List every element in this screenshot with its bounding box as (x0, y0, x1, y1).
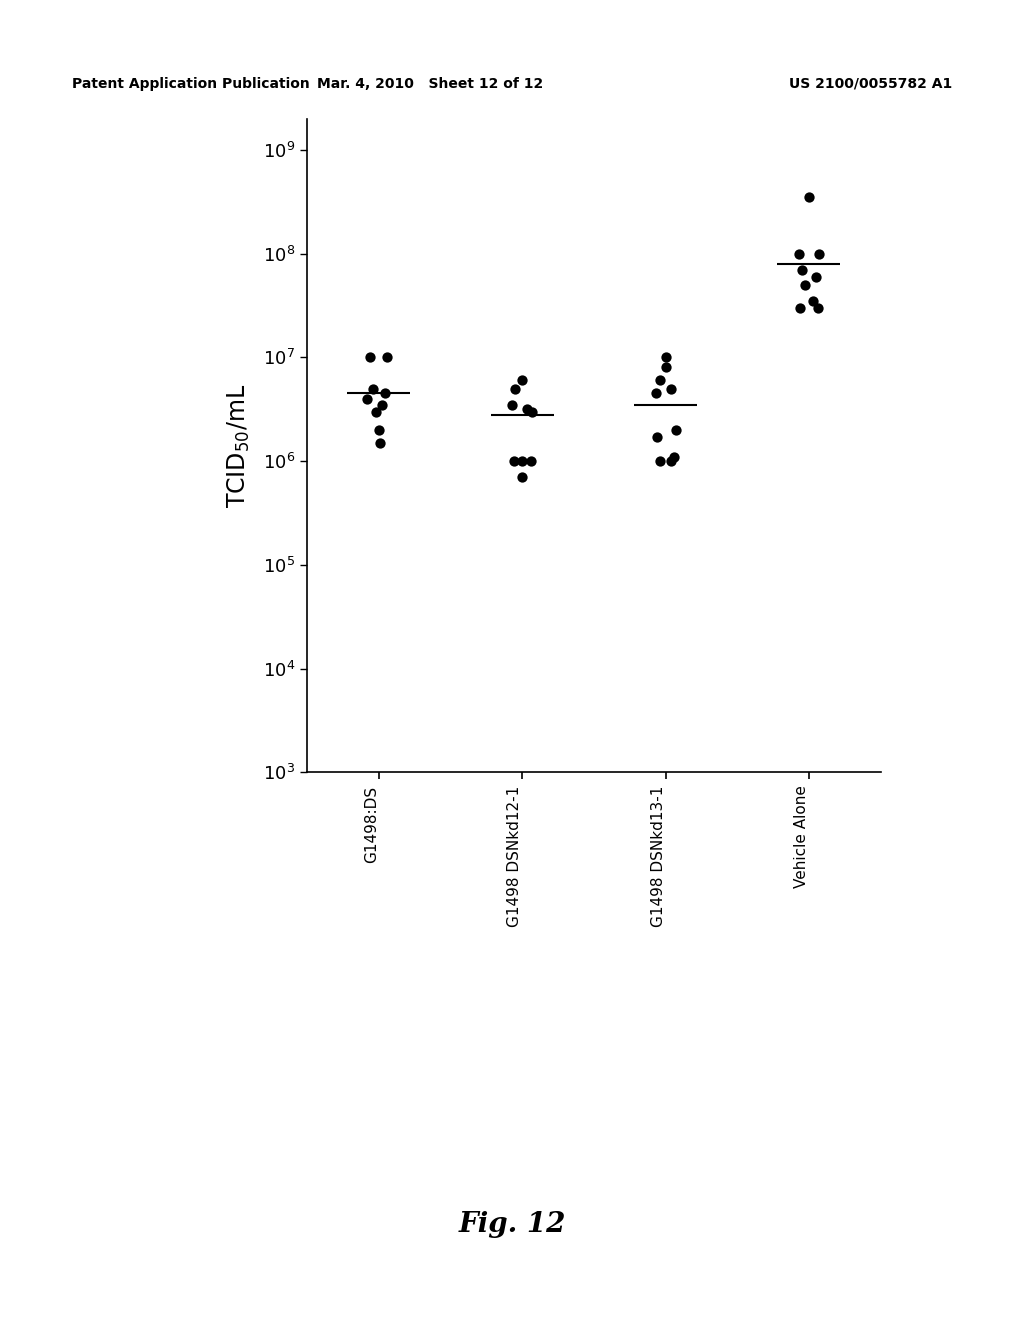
Point (522, 450, 539, 471)
Point (514, 370, 530, 391)
Point (514, 466, 530, 487)
Text: G1498:DS: G1498:DS (364, 785, 379, 862)
Point (793, 297, 809, 318)
Point (506, 450, 522, 471)
Text: Patent Application Publication: Patent Application Publication (72, 77, 309, 91)
Point (362, 347, 379, 368)
Point (377, 383, 393, 404)
Point (379, 347, 395, 368)
Point (668, 420, 684, 441)
Point (797, 275, 813, 296)
Point (657, 347, 674, 368)
Point (649, 426, 666, 447)
Point (371, 420, 387, 441)
Point (811, 243, 827, 264)
Point (809, 297, 825, 318)
Point (664, 378, 680, 399)
Text: Fig. 12: Fig. 12 (459, 1212, 565, 1238)
Point (359, 388, 376, 409)
Point (374, 395, 390, 416)
Text: US 2100/0055782 A1: US 2100/0055782 A1 (790, 77, 952, 91)
Y-axis label: TCID$_{50}$/mL: TCID$_{50}$/mL (225, 383, 252, 508)
Point (801, 186, 817, 207)
Text: G1498 DSNkd12-1: G1498 DSNkd12-1 (507, 785, 522, 927)
Point (368, 401, 384, 422)
Point (524, 401, 541, 422)
Text: G1498 DSNkd13-1: G1498 DSNkd13-1 (650, 785, 666, 927)
Point (666, 446, 682, 467)
Point (664, 450, 680, 471)
Point (372, 432, 388, 453)
Point (794, 259, 810, 280)
Point (504, 395, 520, 416)
Point (518, 399, 535, 420)
Point (507, 378, 523, 399)
Point (805, 290, 821, 312)
Point (791, 243, 807, 264)
Point (651, 450, 668, 471)
Point (514, 450, 530, 471)
Point (808, 267, 824, 288)
Point (657, 356, 674, 378)
Point (651, 370, 668, 391)
Text: Mar. 4, 2010   Sheet 12 of 12: Mar. 4, 2010 Sheet 12 of 12 (317, 77, 543, 91)
Text: Vehicle Alone: Vehicle Alone (794, 785, 809, 888)
Point (365, 378, 381, 399)
Point (647, 383, 664, 404)
